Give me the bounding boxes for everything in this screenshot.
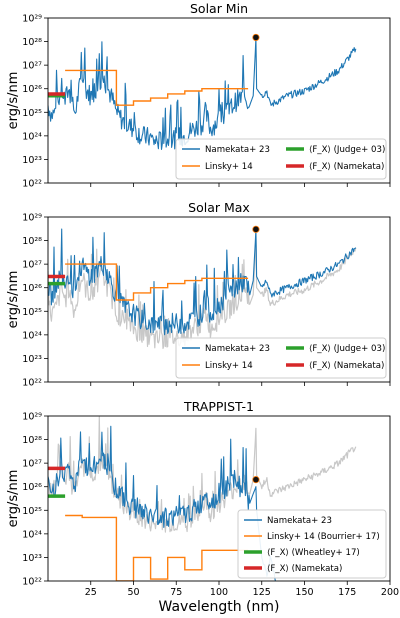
y-tick-label: 10²⁴ — [22, 131, 42, 142]
series-namekata-23 — [48, 425, 276, 581]
y-axis-label: erg/s/nm — [6, 271, 21, 329]
panel-2: Solar Max erg/s/nm 10²² 10²³ 10²⁴ 10²⁵ 10²⁶ 10²… — [6, 200, 391, 389]
y-tick-label: 10²⁶ — [22, 482, 42, 493]
legend-label: ⟨F_X⟩ (Judge+ 03) — [309, 145, 385, 155]
legend-box — [175, 138, 387, 180]
y-tick-label: 10²⁸ — [22, 236, 42, 247]
series-linsky-14-bourrier-17 — [65, 514, 249, 581]
y-tick-label: 10²⁷ — [22, 260, 42, 271]
legend-label: Linsky+ 14 — [205, 162, 253, 172]
panel-title: Solar Max — [188, 200, 250, 215]
y-tick-label: 10²⁷ — [22, 459, 42, 470]
series-solar-max-reference — [48, 416, 357, 533]
x-tick-label: 200 — [381, 587, 399, 598]
x-tick-label: 50 — [127, 587, 139, 598]
legend-label: ⟨F_X⟩ (Namekata) — [309, 361, 384, 371]
y-tick-label: 10²⁴ — [22, 330, 42, 341]
axes-frame — [47, 216, 391, 383]
y-tick-label: 10²² — [22, 179, 42, 190]
y-tick-label: 10²³ — [22, 354, 42, 365]
y-tick-label: 10²⁶ — [22, 84, 42, 95]
y-tick-label: 10²⁴ — [22, 529, 42, 540]
y-axis-label: erg/s/nm — [6, 470, 21, 528]
y-tick-label: 10²⁵ — [22, 108, 42, 119]
x-tick-label: 100 — [210, 587, 228, 598]
series-namekata-23 — [48, 36, 357, 150]
series-solar-min-reference — [48, 235, 357, 350]
y-tick-label: 10²⁹ — [22, 14, 42, 25]
legend: Namekata+ 23 Linsky+ 14 ⟨F_X⟩ (Judge+ 03) ⟨… — [175, 337, 387, 379]
y-tick-label: 10²⁹ — [22, 412, 42, 423]
axes-frame — [47, 17, 391, 184]
y-tick-label: 10²² — [22, 577, 42, 588]
lyman-alpha-marker — [252, 476, 260, 484]
legend-label: Namekata+ 23 — [205, 344, 270, 354]
lyman-alpha-marker — [252, 225, 260, 233]
axes-frame — [47, 415, 391, 582]
x-tick-label: 75 — [170, 587, 182, 598]
y-tick-label: 10²² — [22, 378, 42, 389]
y-tick-label: 10²⁵ — [22, 506, 42, 517]
y-tick-label: 10²⁵ — [22, 307, 42, 318]
legend: Namekata+ 23 Linsky+ 14 (Bourrier+ 17) ⟨F_… — [237, 509, 387, 579]
legend: Namekata+ 23 Linsky+ 14 ⟨F_X⟩ (Judge+ 03) ⟨… — [175, 138, 387, 180]
y-tick-label: 10²⁸ — [22, 37, 42, 48]
legend-label: Namekata+ 23 — [267, 516, 332, 526]
y-axis-label: erg/s/nm — [6, 72, 21, 130]
lyman-alpha-marker — [252, 33, 260, 42]
plot-area — [48, 416, 357, 581]
x-tick-label: 25 — [85, 587, 97, 598]
panel-title: Solar Min — [190, 1, 248, 16]
y-tick-label: 10²⁸ — [22, 435, 42, 446]
y-tick-label: 10²⁶ — [22, 283, 42, 294]
legend-label: Linsky+ 14 (Bourrier+ 17) — [267, 532, 380, 542]
panel-title: TRAPPIST-1 — [183, 399, 254, 414]
legend-label: ⟨F_X⟩ (Judge+ 03) — [309, 344, 385, 354]
series-linsky-14 — [65, 69, 249, 106]
x-tick-label: 175 — [338, 587, 356, 598]
plot-area — [48, 33, 357, 150]
legend-label: Namekata+ 23 — [205, 145, 270, 155]
legend-box — [237, 509, 387, 579]
y-tick-label: 10²³ — [22, 155, 42, 166]
legend-label: ⟨F_X⟩ (Namekata) — [267, 564, 342, 574]
panel-1: Solar Min erg/s/nm 10²² 10²³ 10²⁴ 10²⁵ 10²⁶ 10²… — [6, 1, 391, 190]
plot-area — [48, 225, 357, 350]
legend-box — [175, 337, 387, 379]
y-tick-label: 10²⁷ — [22, 61, 42, 72]
series-linsky-14 — [65, 263, 249, 301]
y-tick-label: 10²⁹ — [22, 213, 42, 224]
legend-label: ⟨F_X⟩ (Namekata) — [309, 162, 384, 172]
legend-label: Linsky+ 14 — [205, 361, 253, 371]
panel-3: TRAPPIST-1 erg/s/nm 10²² 10²³ 10²⁴ 10²⁵ 10²⁶ 10… — [6, 399, 399, 598]
panels: Solar Min erg/s/nm 10²² 10²³ 10²⁴ 10²⁵ 10²⁶ 10²… — [6, 1, 399, 598]
series-namekata-23 — [48, 228, 357, 336]
legend-label: ⟨F_X⟩ (Wheatley+ 17) — [267, 548, 360, 558]
x-axis-label: Wavelength (nm) — [159, 599, 280, 615]
x-tick-label: 150 — [295, 587, 313, 598]
y-tick-label: 10²³ — [22, 553, 42, 564]
x-tick-label: 125 — [253, 587, 271, 598]
